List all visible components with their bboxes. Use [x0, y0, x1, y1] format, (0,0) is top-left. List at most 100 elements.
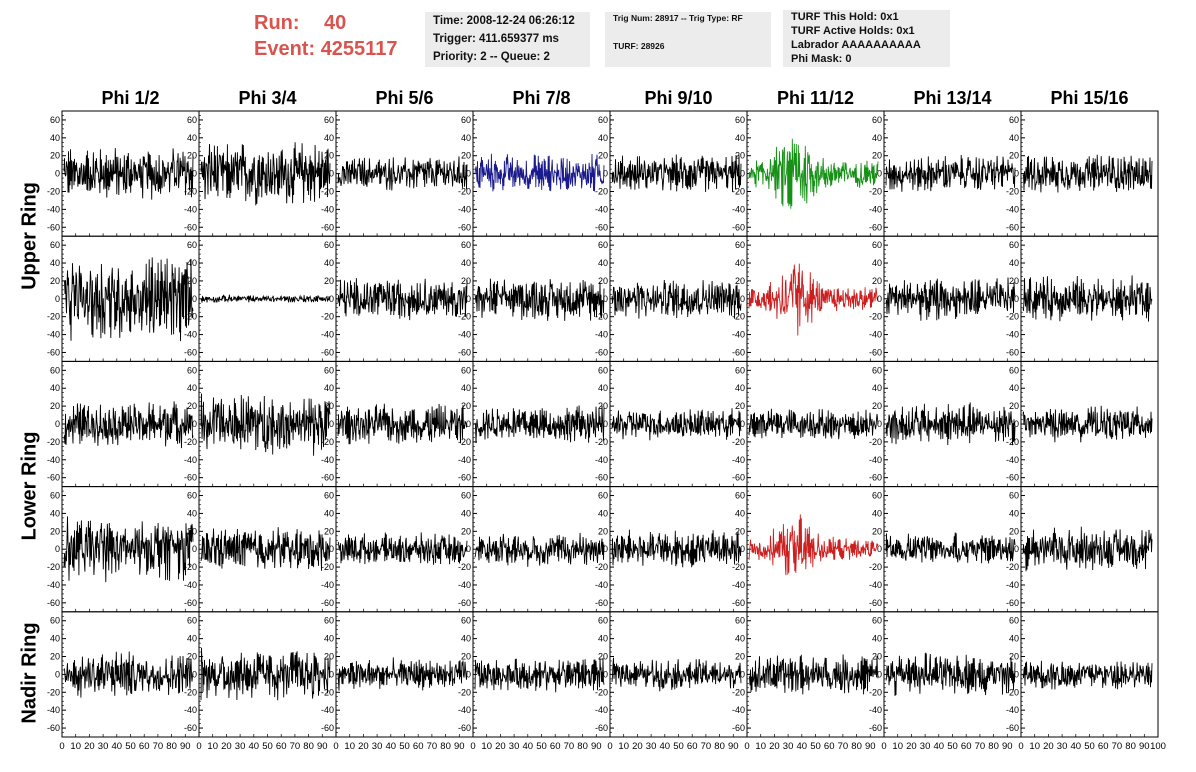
y-tick-label: -20: [321, 687, 334, 697]
y-tick-label: 40: [50, 634, 60, 644]
x-tick-label: 0: [333, 741, 338, 752]
y-tick-label: 60: [461, 115, 471, 125]
y-tick-label: 20: [187, 151, 197, 161]
x-tick-label: 30: [98, 741, 109, 752]
x-tick-label: 0: [607, 741, 612, 752]
y-tick-label: -20: [47, 312, 60, 322]
y-tick-label: 0: [466, 669, 471, 679]
y-tick-label: -20: [869, 562, 882, 572]
x-tick-label: 0: [881, 741, 886, 752]
y-tick-label: 20: [872, 526, 882, 536]
y-tick-label: -40: [47, 580, 60, 590]
waveform-trace: [1022, 405, 1153, 443]
y-tick-label: -20: [595, 437, 608, 447]
y-tick-label: -40: [458, 204, 471, 214]
y-tick-label: -40: [47, 204, 60, 214]
y-tick-label: 0: [192, 169, 197, 179]
run-label: Run:: [254, 12, 300, 34]
column-title: Phi 1/2: [101, 88, 159, 108]
waveform-trace: [1022, 275, 1153, 322]
x-tick-label: 70: [153, 741, 164, 752]
y-tick-label: 60: [1009, 115, 1019, 125]
y-tick-label: -20: [321, 437, 334, 447]
waveform-trace: [885, 277, 1016, 321]
x-tick-label: 90: [728, 741, 739, 752]
y-tick-label: 0: [192, 419, 197, 429]
y-tick-label: -40: [184, 455, 197, 465]
y-tick-label: -20: [595, 562, 608, 572]
x-tick-label: 70: [838, 741, 849, 752]
y-tick-label: 20: [324, 652, 334, 662]
x-tick-label: 90: [1139, 741, 1150, 752]
column-title: Phi 5/6: [375, 88, 433, 108]
x-tick-label: 0: [196, 741, 201, 752]
x-tick-label: 40: [660, 741, 671, 752]
y-tick-label: -40: [47, 705, 60, 715]
waveform-trace: [337, 278, 468, 321]
y-tick-label: 20: [872, 276, 882, 286]
y-tick-label: 40: [187, 634, 197, 644]
y-tick-label: 40: [1009, 634, 1019, 644]
y-tick-label: -60: [869, 723, 882, 733]
y-tick-label: -20: [869, 186, 882, 196]
y-tick-label: -60: [184, 347, 197, 357]
y-tick-label: 0: [1014, 544, 1019, 554]
x-tick-label: 60: [139, 741, 150, 752]
panel-frame: [1020, 235, 1159, 362]
y-tick-label: -40: [321, 580, 334, 590]
x-tick-label: 30: [1057, 741, 1068, 752]
y-tick-label: 60: [598, 491, 608, 501]
y-tick-label: -40: [321, 455, 334, 465]
waveform-trace: [474, 657, 605, 693]
waveform-trace: [885, 652, 1016, 697]
y-tick-label: 40: [461, 258, 471, 268]
y-tick-label: 20: [735, 276, 745, 286]
waveform-trace: [474, 532, 605, 567]
waveform-trace: [474, 153, 605, 192]
time-trigger-box: Time: 2008-12-24 06:26:12 Trigger: 411.6…: [425, 12, 590, 67]
y-tick-label: 40: [324, 383, 334, 393]
y-tick-label: 40: [735, 258, 745, 268]
run-value: 40: [324, 12, 347, 34]
y-tick-label: 20: [187, 276, 197, 286]
y-tick-label: 0: [192, 669, 197, 679]
y-tick-label: -20: [1006, 186, 1019, 196]
y-tick-label: 40: [735, 634, 745, 644]
y-tick-label: 40: [872, 634, 882, 644]
y-tick-label: 20: [50, 652, 60, 662]
x-tick-label: 0: [59, 741, 64, 752]
y-tick-label: -40: [595, 204, 608, 214]
y-tick-label: 0: [329, 294, 334, 304]
y-tick-label: 60: [324, 240, 334, 250]
y-tick-label: 40: [735, 133, 745, 143]
y-tick-label: -40: [869, 705, 882, 715]
y-tick-label: 0: [55, 544, 60, 554]
y-tick-label: 0: [466, 544, 471, 554]
y-tick-label: 0: [55, 294, 60, 304]
y-tick-label: 60: [50, 491, 60, 501]
x-tick-label: 30: [920, 741, 931, 752]
y-tick-label: 60: [187, 491, 197, 501]
y-tick-label: -60: [732, 473, 745, 483]
column-title: Phi 9/10: [644, 88, 712, 108]
x-tick-label: 70: [290, 741, 301, 752]
y-tick-label: 20: [187, 401, 197, 411]
y-tick-label: 40: [324, 258, 334, 268]
x-tick-label: 30: [646, 741, 657, 752]
waveform-trace: [200, 527, 331, 571]
y-tick-label: 60: [461, 240, 471, 250]
column-title: Phi 11/12: [777, 88, 854, 108]
y-tick-label: 60: [324, 365, 334, 375]
y-tick-label: -60: [321, 723, 334, 733]
turf-hold-box: TURF This Hold: 0x1 TURF Active Holds: 0…: [783, 10, 950, 67]
y-tick-label: -40: [47, 455, 60, 465]
y-tick-label: -20: [47, 186, 60, 196]
waveform-trace: [200, 294, 331, 303]
y-tick-label: 60: [50, 616, 60, 626]
x-tick-label: 20: [84, 741, 95, 752]
waveform-trace: [200, 393, 331, 456]
waveform-trace: [63, 516, 194, 583]
waveform-trace: [611, 279, 742, 319]
x-tick-label: 90: [180, 741, 191, 752]
y-tick-label: -20: [458, 437, 471, 447]
